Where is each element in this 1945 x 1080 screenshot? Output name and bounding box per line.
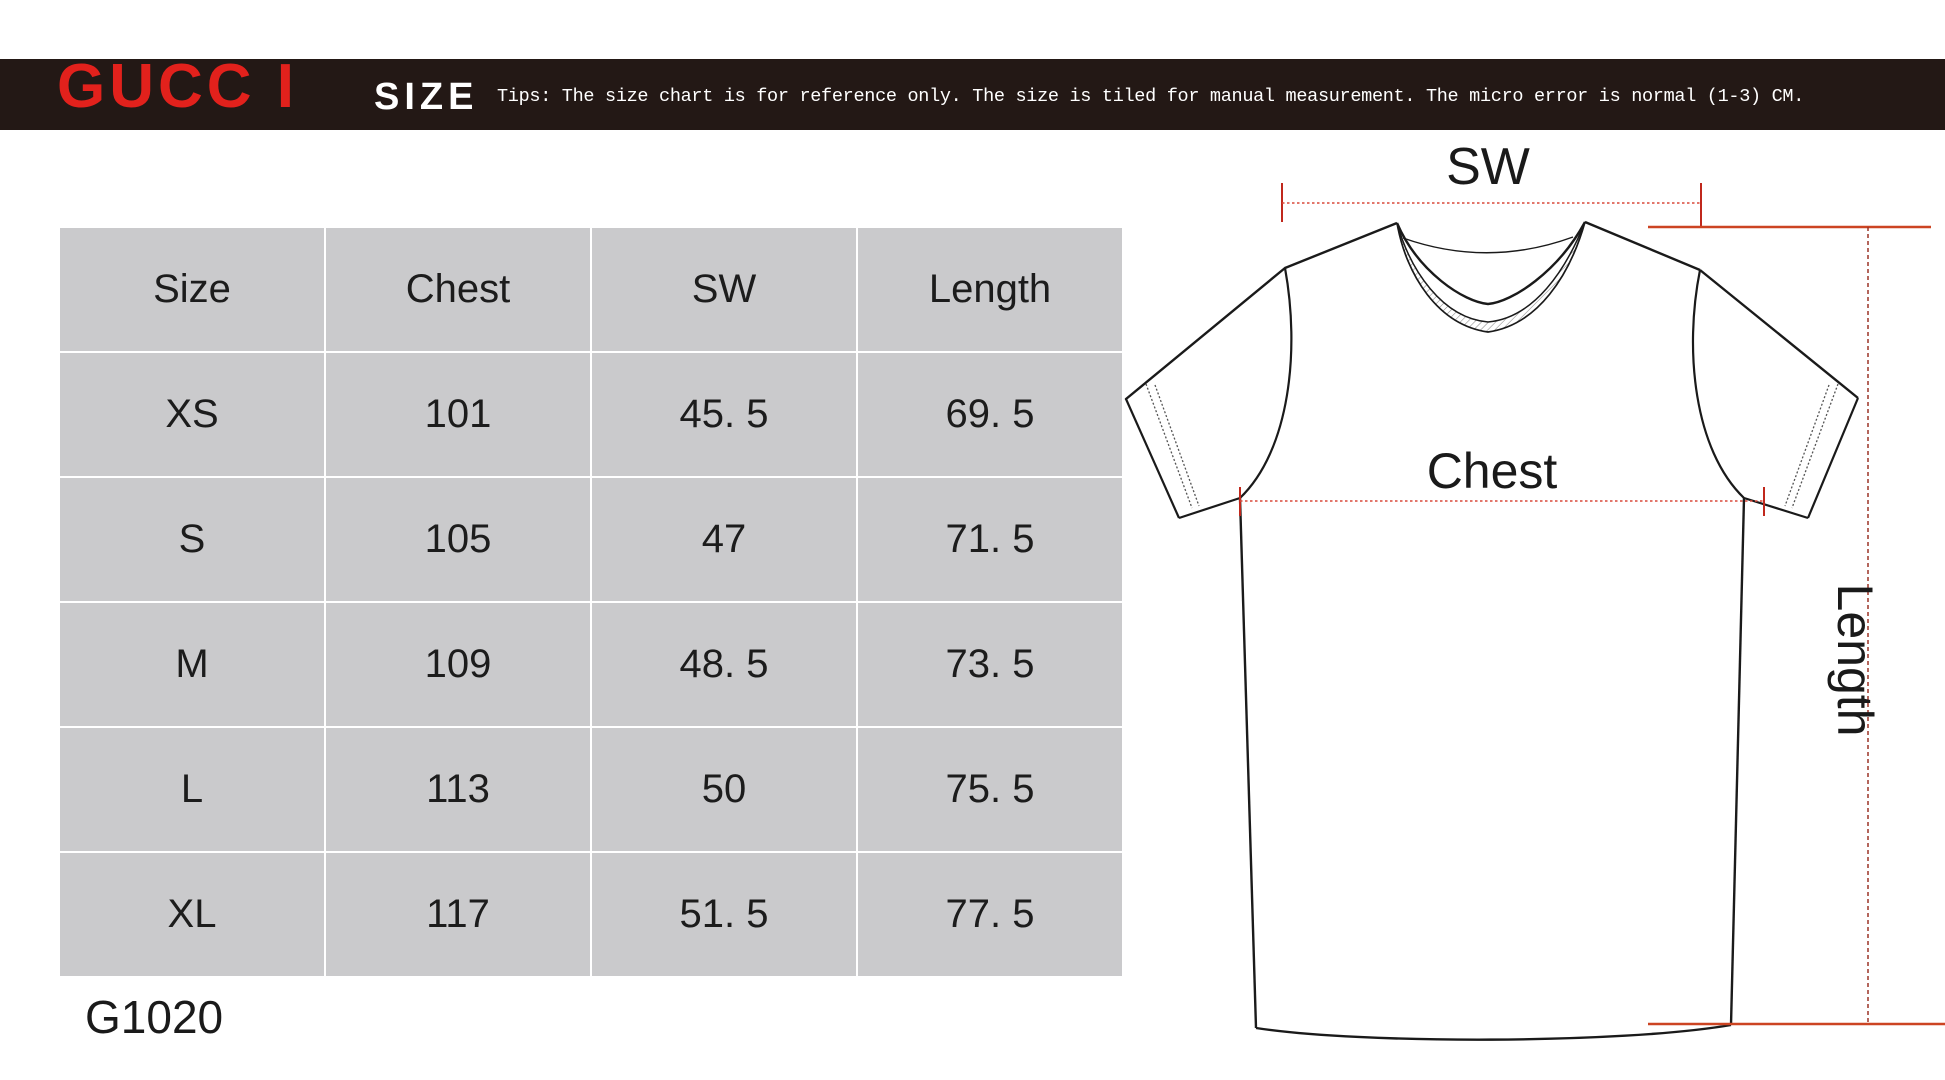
- svg-text:SW: SW: [1446, 138, 1530, 196]
- svg-text:Chest: Chest: [1427, 443, 1558, 499]
- svg-text:Length: Length: [1827, 584, 1883, 737]
